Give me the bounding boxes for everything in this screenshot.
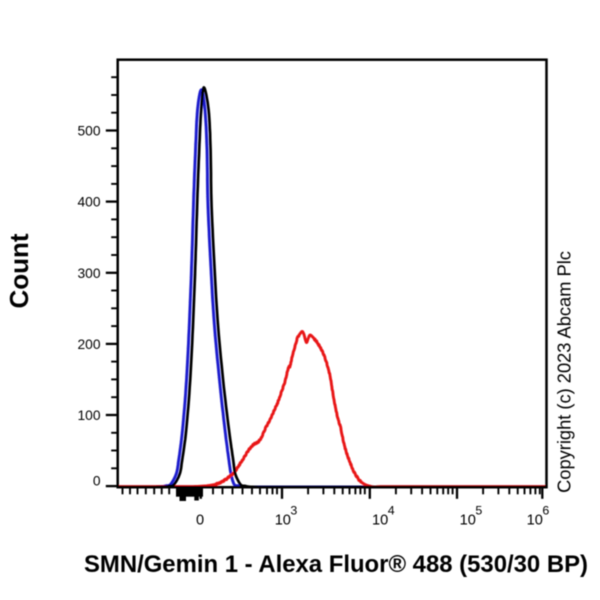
svg-text:300: 300 <box>77 266 100 281</box>
svg-text:0: 0 <box>196 513 204 529</box>
svg-text:100: 100 <box>77 408 100 423</box>
svg-text:SMN/Gemin 1 - Alexa Fluor® 488: SMN/Gemin 1 - Alexa Fluor® 488 (530/30 B… <box>84 551 588 578</box>
svg-text:Count: Count <box>4 233 34 308</box>
svg-text:0: 0 <box>93 474 101 489</box>
svg-text:Copyright (c) 2023 Abcam Plc: Copyright (c) 2023 Abcam Plc <box>553 251 574 493</box>
svg-text:200: 200 <box>77 337 100 352</box>
svg-text:500: 500 <box>77 124 100 139</box>
svg-text:400: 400 <box>77 195 100 210</box>
